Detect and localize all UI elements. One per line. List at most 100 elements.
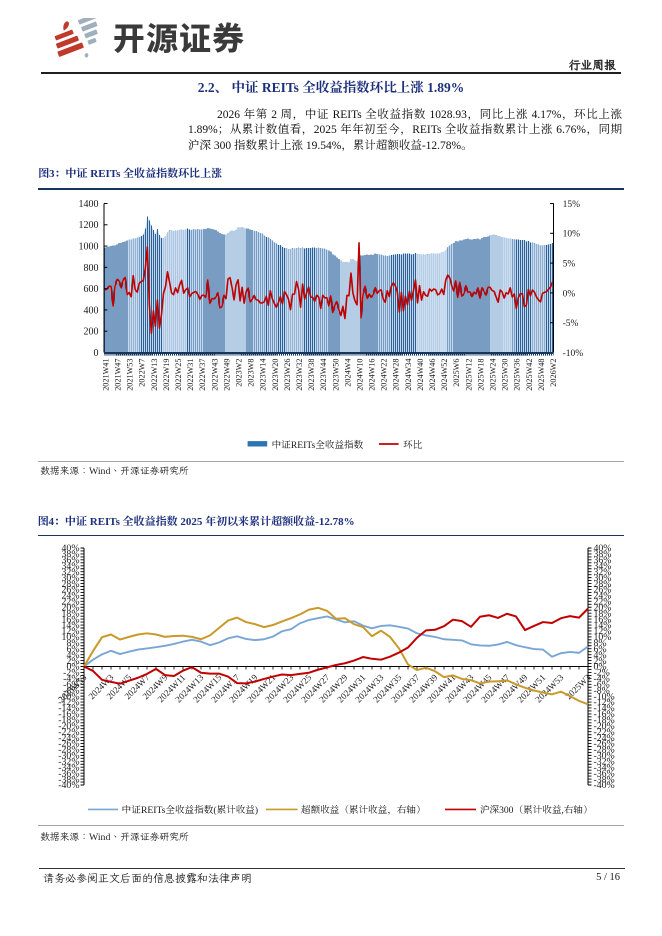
svg-text:34%: 34% [594, 561, 612, 572]
svg-text:26%: 26% [62, 585, 80, 596]
svg-text:8%: 8% [594, 638, 607, 649]
svg-text:2025W24: 2025W24 [489, 359, 498, 391]
svg-text:2025W6: 2025W6 [452, 359, 461, 387]
svg-text:2025W48: 2025W48 [537, 359, 546, 391]
svg-text:-34%: -34% [594, 762, 615, 773]
svg-text:12%: 12% [594, 626, 612, 637]
svg-text:2023W50: 2023W50 [331, 359, 340, 391]
svg-text:-2%: -2% [594, 668, 610, 679]
svg-text:2023W20: 2023W20 [271, 359, 280, 391]
svg-text:中证REITs全收益指数: 中证REITs全收益指数 [272, 439, 364, 451]
svg-text:-8%: -8% [594, 685, 610, 696]
svg-text:-14%: -14% [58, 703, 79, 714]
svg-text:24%: 24% [594, 591, 612, 602]
svg-text:2025W30: 2025W30 [501, 359, 510, 391]
svg-text:2021W47: 2021W47 [114, 359, 123, 391]
svg-text:18%: 18% [62, 608, 80, 619]
svg-text:2023W32: 2023W32 [295, 359, 304, 391]
svg-text:2024W10: 2024W10 [355, 359, 364, 391]
svg-text:15%: 15% [563, 200, 581, 210]
svg-text:2024W40: 2024W40 [416, 359, 425, 391]
svg-text:2023W14: 2023W14 [259, 359, 268, 391]
svg-text:14%: 14% [594, 620, 612, 631]
svg-text:-36%: -36% [594, 768, 615, 779]
svg-text:环比: 环比 [403, 439, 423, 451]
svg-text:-30%: -30% [58, 751, 79, 762]
svg-text:中证REITs全收益指数(累计收益): 中证REITs全收益指数(累计收益) [122, 804, 258, 816]
svg-text:30%: 30% [594, 573, 612, 584]
svg-text:-22%: -22% [594, 727, 615, 738]
svg-text:2022W19: 2022W19 [162, 359, 171, 391]
svg-text:-18%: -18% [594, 715, 615, 726]
svg-text:-14%: -14% [594, 703, 615, 714]
svg-text:-10%: -10% [58, 691, 79, 702]
svg-text:沪深300（累计收益,右轴）: 沪深300（累计收益,右轴） [480, 804, 593, 816]
svg-text:22%: 22% [62, 597, 80, 608]
svg-text:22%: 22% [594, 597, 612, 608]
svg-text:2%: 2% [66, 656, 79, 667]
svg-text:24%: 24% [62, 591, 80, 602]
svg-text:-34%: -34% [58, 762, 79, 773]
svg-text:2023W8: 2023W8 [247, 359, 256, 387]
svg-text:0%: 0% [594, 662, 607, 673]
svg-text:2024W52: 2024W52 [440, 359, 449, 391]
svg-text:20%: 20% [594, 603, 612, 614]
svg-text:-40%: -40% [594, 780, 615, 791]
svg-text:10%: 10% [594, 632, 612, 643]
svg-text:4%: 4% [594, 650, 607, 661]
svg-text:-16%: -16% [594, 709, 615, 720]
svg-text:-6%: -6% [594, 680, 610, 691]
svg-text:6%: 6% [66, 644, 79, 655]
svg-text:2022W7: 2022W7 [138, 359, 147, 387]
svg-text:-6%: -6% [63, 680, 79, 691]
svg-text:32%: 32% [594, 567, 612, 578]
svg-text:2024W4: 2024W4 [343, 359, 352, 387]
svg-text:2025W12: 2025W12 [464, 359, 473, 391]
svg-text:2024W34: 2024W34 [404, 359, 413, 391]
svg-text:2022W13: 2022W13 [150, 359, 159, 391]
svg-text:8%: 8% [66, 638, 79, 649]
svg-text:40%: 40% [62, 543, 80, 554]
svg-text:-32%: -32% [594, 757, 615, 768]
svg-text:20%: 20% [62, 603, 80, 614]
svg-text:26%: 26% [594, 585, 612, 596]
svg-text:28%: 28% [594, 579, 612, 590]
svg-text:1400: 1400 [79, 199, 99, 210]
svg-text:-26%: -26% [594, 739, 615, 750]
svg-text:2023W26: 2023W26 [283, 359, 292, 391]
svg-text:2021W53: 2021W53 [126, 359, 135, 391]
svg-text:-18%: -18% [58, 715, 79, 726]
svg-text:-16%: -16% [58, 709, 79, 720]
svg-text:-24%: -24% [58, 733, 79, 744]
svg-text:-5%: -5% [563, 319, 579, 329]
svg-text:-20%: -20% [594, 721, 615, 732]
svg-text:0: 0 [94, 348, 99, 359]
svg-text:-24%: -24% [594, 733, 615, 744]
svg-text:-32%: -32% [58, 757, 79, 768]
svg-text:2023W44: 2023W44 [319, 359, 328, 391]
svg-text:0%: 0% [563, 289, 576, 299]
svg-text:2025W42: 2025W42 [525, 359, 534, 391]
svg-text:34%: 34% [62, 561, 80, 572]
svg-text:2023W2: 2023W2 [234, 359, 243, 387]
svg-text:38%: 38% [594, 549, 612, 560]
svg-text:2025W36: 2025W36 [513, 359, 522, 391]
svg-text:2022W31: 2022W31 [186, 359, 195, 391]
svg-text:-8%: -8% [63, 685, 79, 696]
svg-text:28%: 28% [62, 579, 80, 590]
svg-text:4%: 4% [66, 650, 79, 661]
svg-text:5%: 5% [563, 260, 576, 270]
svg-text:16%: 16% [594, 614, 612, 625]
svg-text:16%: 16% [62, 614, 80, 625]
svg-text:2024W46: 2024W46 [428, 359, 437, 391]
svg-text:18%: 18% [594, 608, 612, 619]
svg-text:-28%: -28% [594, 745, 615, 756]
svg-text:-38%: -38% [58, 774, 79, 785]
svg-text:10%: 10% [62, 632, 80, 643]
svg-text:32%: 32% [62, 567, 80, 578]
svg-text:2025W18: 2025W18 [476, 359, 485, 391]
svg-text:-36%: -36% [58, 768, 79, 779]
svg-text:2024W16: 2024W16 [368, 359, 377, 391]
svg-text:-12%: -12% [594, 697, 615, 708]
svg-text:200: 200 [84, 327, 99, 338]
